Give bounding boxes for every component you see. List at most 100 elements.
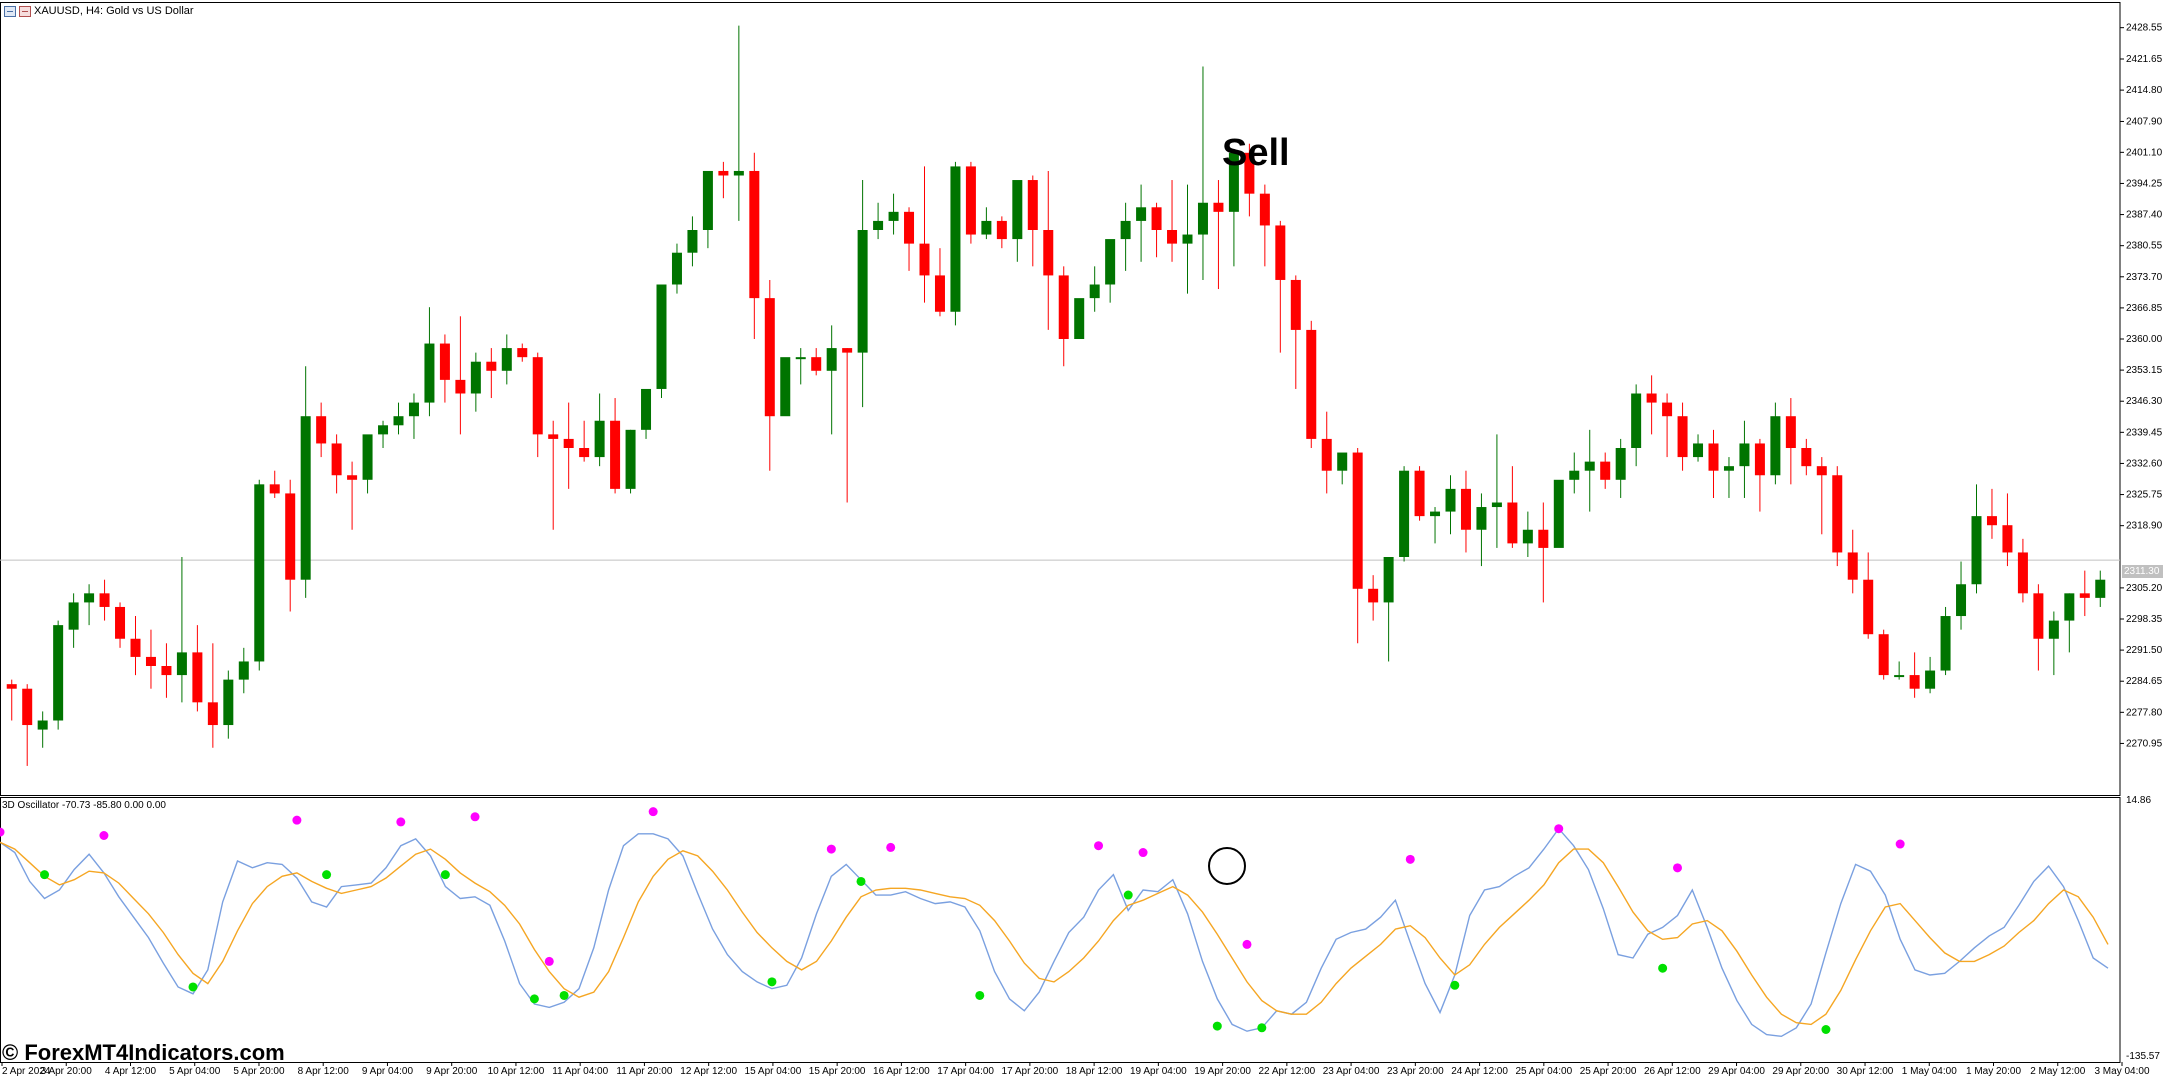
candle-body	[517, 348, 528, 358]
candle-body	[300, 416, 311, 580]
sell-signal-dot	[0, 827, 5, 837]
candle	[563, 402, 574, 489]
sell-signal-dot	[1895, 839, 1905, 849]
candle-body	[764, 298, 775, 417]
price-tick-label: 2387.40	[2126, 210, 2163, 221]
time-tick-label: 30 Apr 12:00	[1837, 1066, 1894, 1076]
candle-body	[1925, 670, 1936, 689]
candle-body	[1878, 634, 1889, 676]
candle	[641, 388, 652, 439]
candle-body	[1399, 470, 1410, 557]
candle	[1677, 402, 1688, 471]
candle-body	[37, 720, 48, 730]
candle-body	[950, 166, 961, 312]
candle	[2079, 570, 2090, 617]
candle-body	[223, 679, 234, 726]
sell-signal-dot	[1094, 841, 1104, 851]
candle	[1754, 438, 1765, 512]
candle	[331, 434, 342, 494]
candle	[1105, 239, 1116, 303]
candle-body	[1197, 202, 1208, 235]
candle	[1723, 457, 1734, 498]
oscillator-line-fast	[0, 827, 2109, 1038]
sell-signal-dot	[1554, 824, 1564, 834]
time-tick-label: 5 Apr 20:00	[233, 1066, 285, 1076]
candle	[1894, 661, 1905, 680]
candle	[254, 479, 265, 671]
candle	[1120, 202, 1131, 271]
candle-body	[1306, 329, 1317, 439]
candle-body	[455, 379, 466, 394]
candle-body	[2017, 552, 2028, 594]
candle	[238, 647, 249, 694]
time-tick-label: 9 Apr 04:00	[362, 1066, 414, 1076]
candle	[904, 207, 915, 271]
candle	[625, 429, 636, 494]
candle-body	[1584, 461, 1595, 471]
candle	[378, 420, 389, 448]
candle-body	[2048, 620, 2059, 639]
buy-signal-dot	[1821, 1025, 1831, 1035]
candle-body	[656, 284, 667, 389]
price-tick-label: 2318.90	[2126, 521, 2163, 532]
buy-signal-dot	[322, 870, 332, 880]
candle	[192, 625, 203, 712]
candle	[842, 348, 853, 503]
candle	[1399, 466, 1410, 562]
price-tick-label: 2366.85	[2126, 303, 2163, 314]
current-price-label: 2311.30	[2122, 565, 2163, 578]
time-tick-label: 11 Apr 04:00	[552, 1066, 608, 1076]
candle	[1785, 398, 1796, 485]
candle-body	[888, 211, 899, 221]
candle-body	[671, 252, 682, 285]
candle-body	[1770, 416, 1781, 476]
candle-body	[965, 166, 976, 235]
candle	[1089, 266, 1100, 312]
candle-body	[610, 420, 621, 489]
candle	[176, 557, 187, 703]
sell-signal-dot	[1405, 854, 1415, 864]
candle	[857, 180, 868, 408]
time-tick-label: 19 Apr 20:00	[1194, 1066, 1251, 1076]
candle	[1383, 557, 1394, 662]
candle-body	[269, 484, 280, 494]
candle	[53, 620, 64, 730]
buy-signal-dot	[188, 982, 198, 992]
candle-body	[1290, 279, 1301, 330]
watermark: © ForexMT4Indicators.com	[2, 1040, 285, 1065]
candle-body	[1167, 230, 1178, 244]
candle	[780, 357, 791, 417]
candle-body	[594, 420, 605, 458]
candle-body	[68, 602, 79, 630]
candle-body	[238, 661, 249, 680]
candle	[1414, 466, 1425, 521]
candle-body	[1847, 552, 1858, 580]
candle	[934, 248, 945, 317]
candle	[996, 216, 1007, 249]
candle	[965, 161, 976, 244]
price-tick-label: 2305.20	[2126, 583, 2163, 594]
candle	[1816, 457, 1827, 535]
candle-body	[1739, 443, 1750, 467]
candle	[1430, 507, 1441, 544]
candle-body	[1352, 452, 1363, 589]
time-tick-label: 19 Apr 04:00	[1130, 1066, 1187, 1076]
oscillator-pane[interactable]	[0, 807, 2109, 1038]
oscillator-line-slow	[0, 841, 2109, 1026]
time-tick-label: 11 Apr 20:00	[616, 1066, 672, 1076]
candle	[2064, 593, 2075, 653]
candle	[1553, 479, 1564, 548]
price-pane[interactable]	[0, 25, 2120, 766]
candle	[1368, 575, 1379, 621]
time-tick-label: 23 Apr 04:00	[1323, 1066, 1380, 1076]
candle	[687, 216, 698, 267]
candle	[285, 479, 296, 612]
candle-body	[161, 666, 172, 676]
candle	[532, 352, 543, 458]
oscillator-title: 3D Oscillator -70.73 -85.80 0.00 0.00	[2, 800, 166, 811]
time-tick-label: 29 Apr 20:00	[1772, 1066, 1829, 1076]
candle	[455, 316, 466, 435]
candle-body	[826, 348, 837, 371]
candle-body	[1058, 275, 1069, 339]
